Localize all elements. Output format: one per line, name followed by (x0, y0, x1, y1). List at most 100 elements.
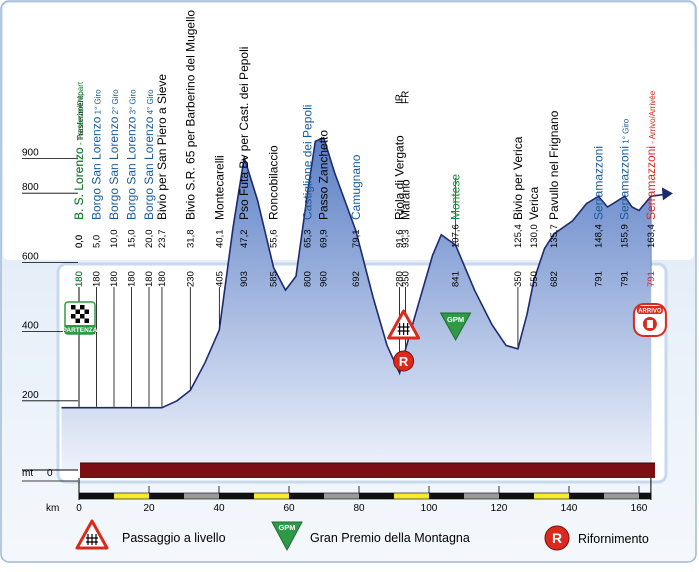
legend-gpm-label: Gran Premio della Montagna (310, 531, 470, 545)
x-axis-segment (569, 493, 604, 499)
x-axis-segment (499, 493, 534, 499)
location-name-text: Borgo San Lorenzo (125, 116, 139, 220)
location-name-text: Pso Futa Bv per Cast. dei Pepoli (237, 47, 251, 220)
location-km: 15,0 (127, 230, 138, 249)
legend-feed-zone-icon (544, 525, 570, 551)
legend: Passaggio a livello GPM Gran Premio della … (75, 519, 649, 552)
location-km: 163,4 (646, 224, 657, 248)
location-name-text: Serramazzoni (591, 146, 605, 220)
y-axis: 200 400 600 800 900 mt 0 (22, 148, 78, 482)
feed-zone-icon (393, 350, 415, 372)
location-altitude: 180 (74, 271, 85, 287)
y-tick-label: 200 (22, 390, 39, 401)
location-name: B. S. Lorenzo - Partenza/Départ (72, 81, 86, 220)
location-name: Riola di Vergato (393, 135, 407, 220)
location-note: - Arrivo/Arrivée (648, 90, 657, 146)
location-labels: B. S. Lorenzo - Trasferimento 0,0 180 B. S.… (72, 10, 658, 287)
x-tick-label: 140 (561, 503, 578, 514)
location-name: Borgo San Lorenzo 4° Giro (142, 89, 156, 220)
location-km: 0,0 (74, 235, 85, 248)
location-name-text: Passo Zanchetto (317, 130, 331, 220)
y-tick-label: 900 (22, 148, 39, 159)
location-name: Borgo San Lorenzo 3° Giro (125, 89, 139, 220)
location-altitude: 791 (646, 271, 657, 287)
location-km: 91,6 (395, 230, 406, 249)
location-name: Bivio S.R. 65 per Barberino del Mugello (183, 10, 197, 220)
route-markers: PARTENZA ARRIVO R GPM (63, 301, 667, 372)
location-name: Castiglione dei Pepoli (301, 105, 315, 220)
location-extra-label: IR (395, 94, 406, 104)
location-name: Bivio per San Piero a Sieve (155, 74, 169, 220)
location-name-text: Borgo San Lorenzo (142, 116, 156, 220)
location-name: B. S. Lorenzo - Trasferimento (72, 91, 86, 220)
location-name: Pavullo nel Frignano (547, 110, 561, 220)
location-km: 10,0 (109, 230, 120, 249)
x-axis-segment (254, 493, 289, 499)
x-axis-segment (639, 493, 651, 499)
location-altitude: 180 (109, 271, 120, 287)
location-altitude: 903 (239, 271, 250, 287)
x-axis-segment (324, 493, 359, 499)
x-axis-segment (149, 493, 184, 499)
location-name: Bivio per Verica (511, 136, 525, 220)
location-name-text: Montese (449, 174, 463, 220)
location-name: Serramazzoni - Arrivo/Arrivée (644, 90, 658, 220)
location-altitude: 585 (269, 271, 280, 287)
location-altitude: 692 (351, 271, 362, 287)
start-icon-check (75, 318, 80, 323)
location-km: 125,4 (513, 224, 524, 248)
location-name-text: Serramazzoni (644, 146, 658, 220)
road-strip-bar (80, 463, 655, 478)
x-tick-label: 120 (491, 503, 508, 514)
location-name: Pso Futa Bv per Cast. dei Pepoli (237, 47, 251, 220)
location-name-text: Verica (527, 186, 541, 220)
location-altitude: 682 (549, 271, 560, 287)
x-tick-label: 60 (283, 503, 295, 514)
legend-feed-zone-label: Rifornimento (578, 532, 649, 546)
location-km: 69,9 (319, 230, 330, 249)
location-km: 5,0 (92, 235, 103, 248)
start-icon-check (71, 305, 76, 310)
elevation-fill (61, 137, 651, 471)
x-axis-segment (359, 493, 394, 499)
location-altitude: 180 (157, 271, 168, 287)
finish-icon-inner (646, 320, 653, 328)
location-name: Verica (527, 186, 541, 220)
location-name-text: Bivio per San Piero a Sieve (155, 74, 169, 220)
location-altitude: 180 (144, 271, 155, 287)
location-name-text: Borgo San Lorenzo (90, 116, 104, 220)
location-km: 65,3 (303, 230, 314, 249)
location-name-text: Serramazzoni (618, 146, 632, 220)
location-note: 1° Giro (622, 118, 631, 146)
location-altitude: 180 (92, 271, 103, 287)
location-note: - Partenza/Départ (76, 81, 85, 147)
location-name: Serramazzoni 1° Giro (618, 118, 632, 220)
location-name-text: Roncobilaccio (267, 145, 281, 220)
y-tick-zero: 0 (47, 468, 53, 479)
x-tick-label: 0 (76, 503, 82, 514)
location-km: 47,2 (239, 230, 250, 249)
x-axis-segment (534, 493, 569, 499)
location-name: Serramazzoni (591, 146, 605, 220)
level-crossing-icon-bars (397, 323, 410, 335)
x-axis-segment (394, 493, 429, 499)
x-axis-segment (464, 493, 499, 499)
location-altitude: 841 (451, 271, 462, 287)
location-km: 148,4 (593, 224, 604, 248)
location-name: Passo Zanchetto (317, 130, 331, 220)
location-name-text: B. S. Lorenzo (72, 147, 86, 220)
x-axis-segment (114, 493, 149, 499)
location-km: 0,0 (74, 235, 85, 248)
x-axis-label: km (46, 503, 59, 514)
location-name-text: Marano (399, 179, 413, 220)
elevation-area (61, 136, 673, 471)
start-icon-check (75, 309, 80, 314)
location-name-text: Camugnano (349, 154, 363, 220)
start-icon-check (80, 305, 85, 310)
legend-gpm-label-icon: GPM (278, 523, 295, 532)
start-label: PARTENZA (63, 327, 98, 334)
location-altitude: 800 (303, 271, 314, 287)
legend-feed-zone-letter: R (552, 530, 562, 546)
location-name-text: Bivio per Verica (511, 136, 525, 220)
location-altitude: 791 (620, 271, 631, 287)
